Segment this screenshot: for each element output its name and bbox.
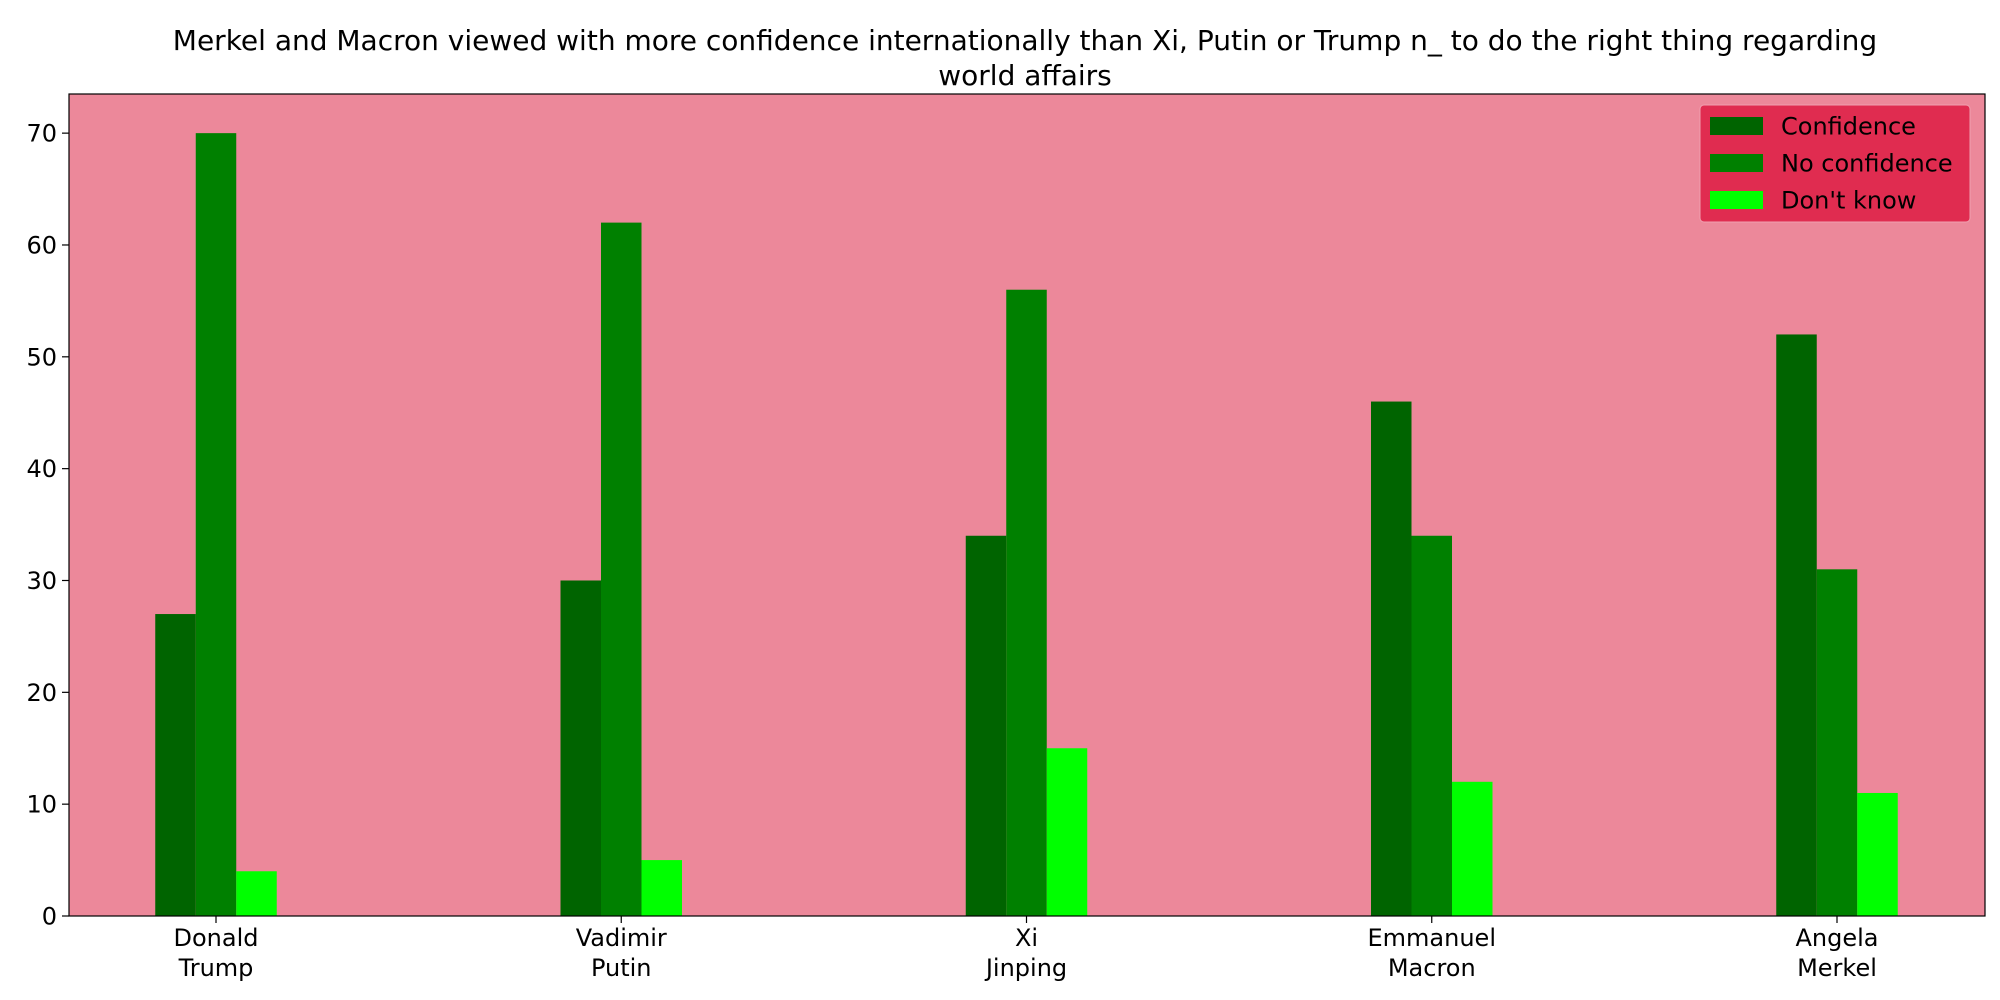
bar-confidence bbox=[1371, 401, 1412, 916]
x-tick-label: Macron bbox=[1388, 954, 1476, 982]
bar-no-confidence bbox=[1816, 569, 1858, 916]
y-tick-label: 0 bbox=[42, 903, 57, 931]
chart-title-line: world affairs bbox=[938, 59, 1111, 92]
y-tick-label: 20 bbox=[26, 679, 57, 707]
bar-confidence bbox=[560, 580, 601, 916]
x-tick-label: Xi bbox=[1015, 924, 1038, 952]
legend-swatch bbox=[1710, 154, 1763, 172]
x-tick-label: Angela bbox=[1795, 924, 1878, 952]
x-tick-label: Vadimir bbox=[576, 924, 667, 952]
legend-label: No confidence bbox=[1781, 150, 1953, 178]
y-tick-label: 40 bbox=[26, 455, 57, 483]
legend-box bbox=[1699, 104, 1971, 223]
y-tick-label: 70 bbox=[26, 120, 57, 148]
legend-swatch bbox=[1710, 117, 1763, 135]
chart-title-line: Merkel and Macron viewed with more confi… bbox=[173, 24, 1877, 57]
y-tick-label: 10 bbox=[26, 791, 57, 819]
x-tick-label: Merkel bbox=[1797, 954, 1877, 982]
bar-don-t-know bbox=[1857, 792, 1898, 916]
bar-don-t-know bbox=[641, 860, 682, 916]
bar-don-t-know bbox=[1452, 781, 1493, 916]
x-tick-label: Putin bbox=[591, 954, 652, 982]
x-tick-label: Donald bbox=[174, 924, 259, 952]
chart-title: Merkel and Macron viewed with more confi… bbox=[173, 24, 1877, 92]
bars bbox=[155, 133, 1898, 917]
bar-confidence bbox=[965, 535, 1007, 916]
bar-no-confidence bbox=[1411, 535, 1452, 916]
x-tick-label: Trump bbox=[178, 954, 254, 982]
y-tick-label: 50 bbox=[26, 343, 57, 371]
bar-confidence bbox=[155, 614, 196, 916]
bar-don-t-know bbox=[236, 871, 277, 916]
x-tick-label: Jinping bbox=[984, 954, 1067, 982]
x-tick-label: Emmanuel bbox=[1368, 924, 1496, 952]
bar-no-confidence bbox=[195, 133, 237, 917]
bar-no-confidence bbox=[1006, 289, 1047, 916]
bar-no-confidence bbox=[601, 222, 642, 916]
bar-don-t-know bbox=[1046, 748, 1088, 916]
bar-confidence bbox=[1776, 334, 1817, 916]
legend-label: Don't know bbox=[1781, 187, 1916, 215]
legend-swatch bbox=[1710, 191, 1763, 209]
legend-label: Confidence bbox=[1781, 113, 1916, 141]
legend: Confidence No confidence Don't know bbox=[1699, 104, 1971, 223]
y-tick-label: 30 bbox=[26, 567, 57, 595]
y-tick-label: 60 bbox=[26, 231, 57, 259]
